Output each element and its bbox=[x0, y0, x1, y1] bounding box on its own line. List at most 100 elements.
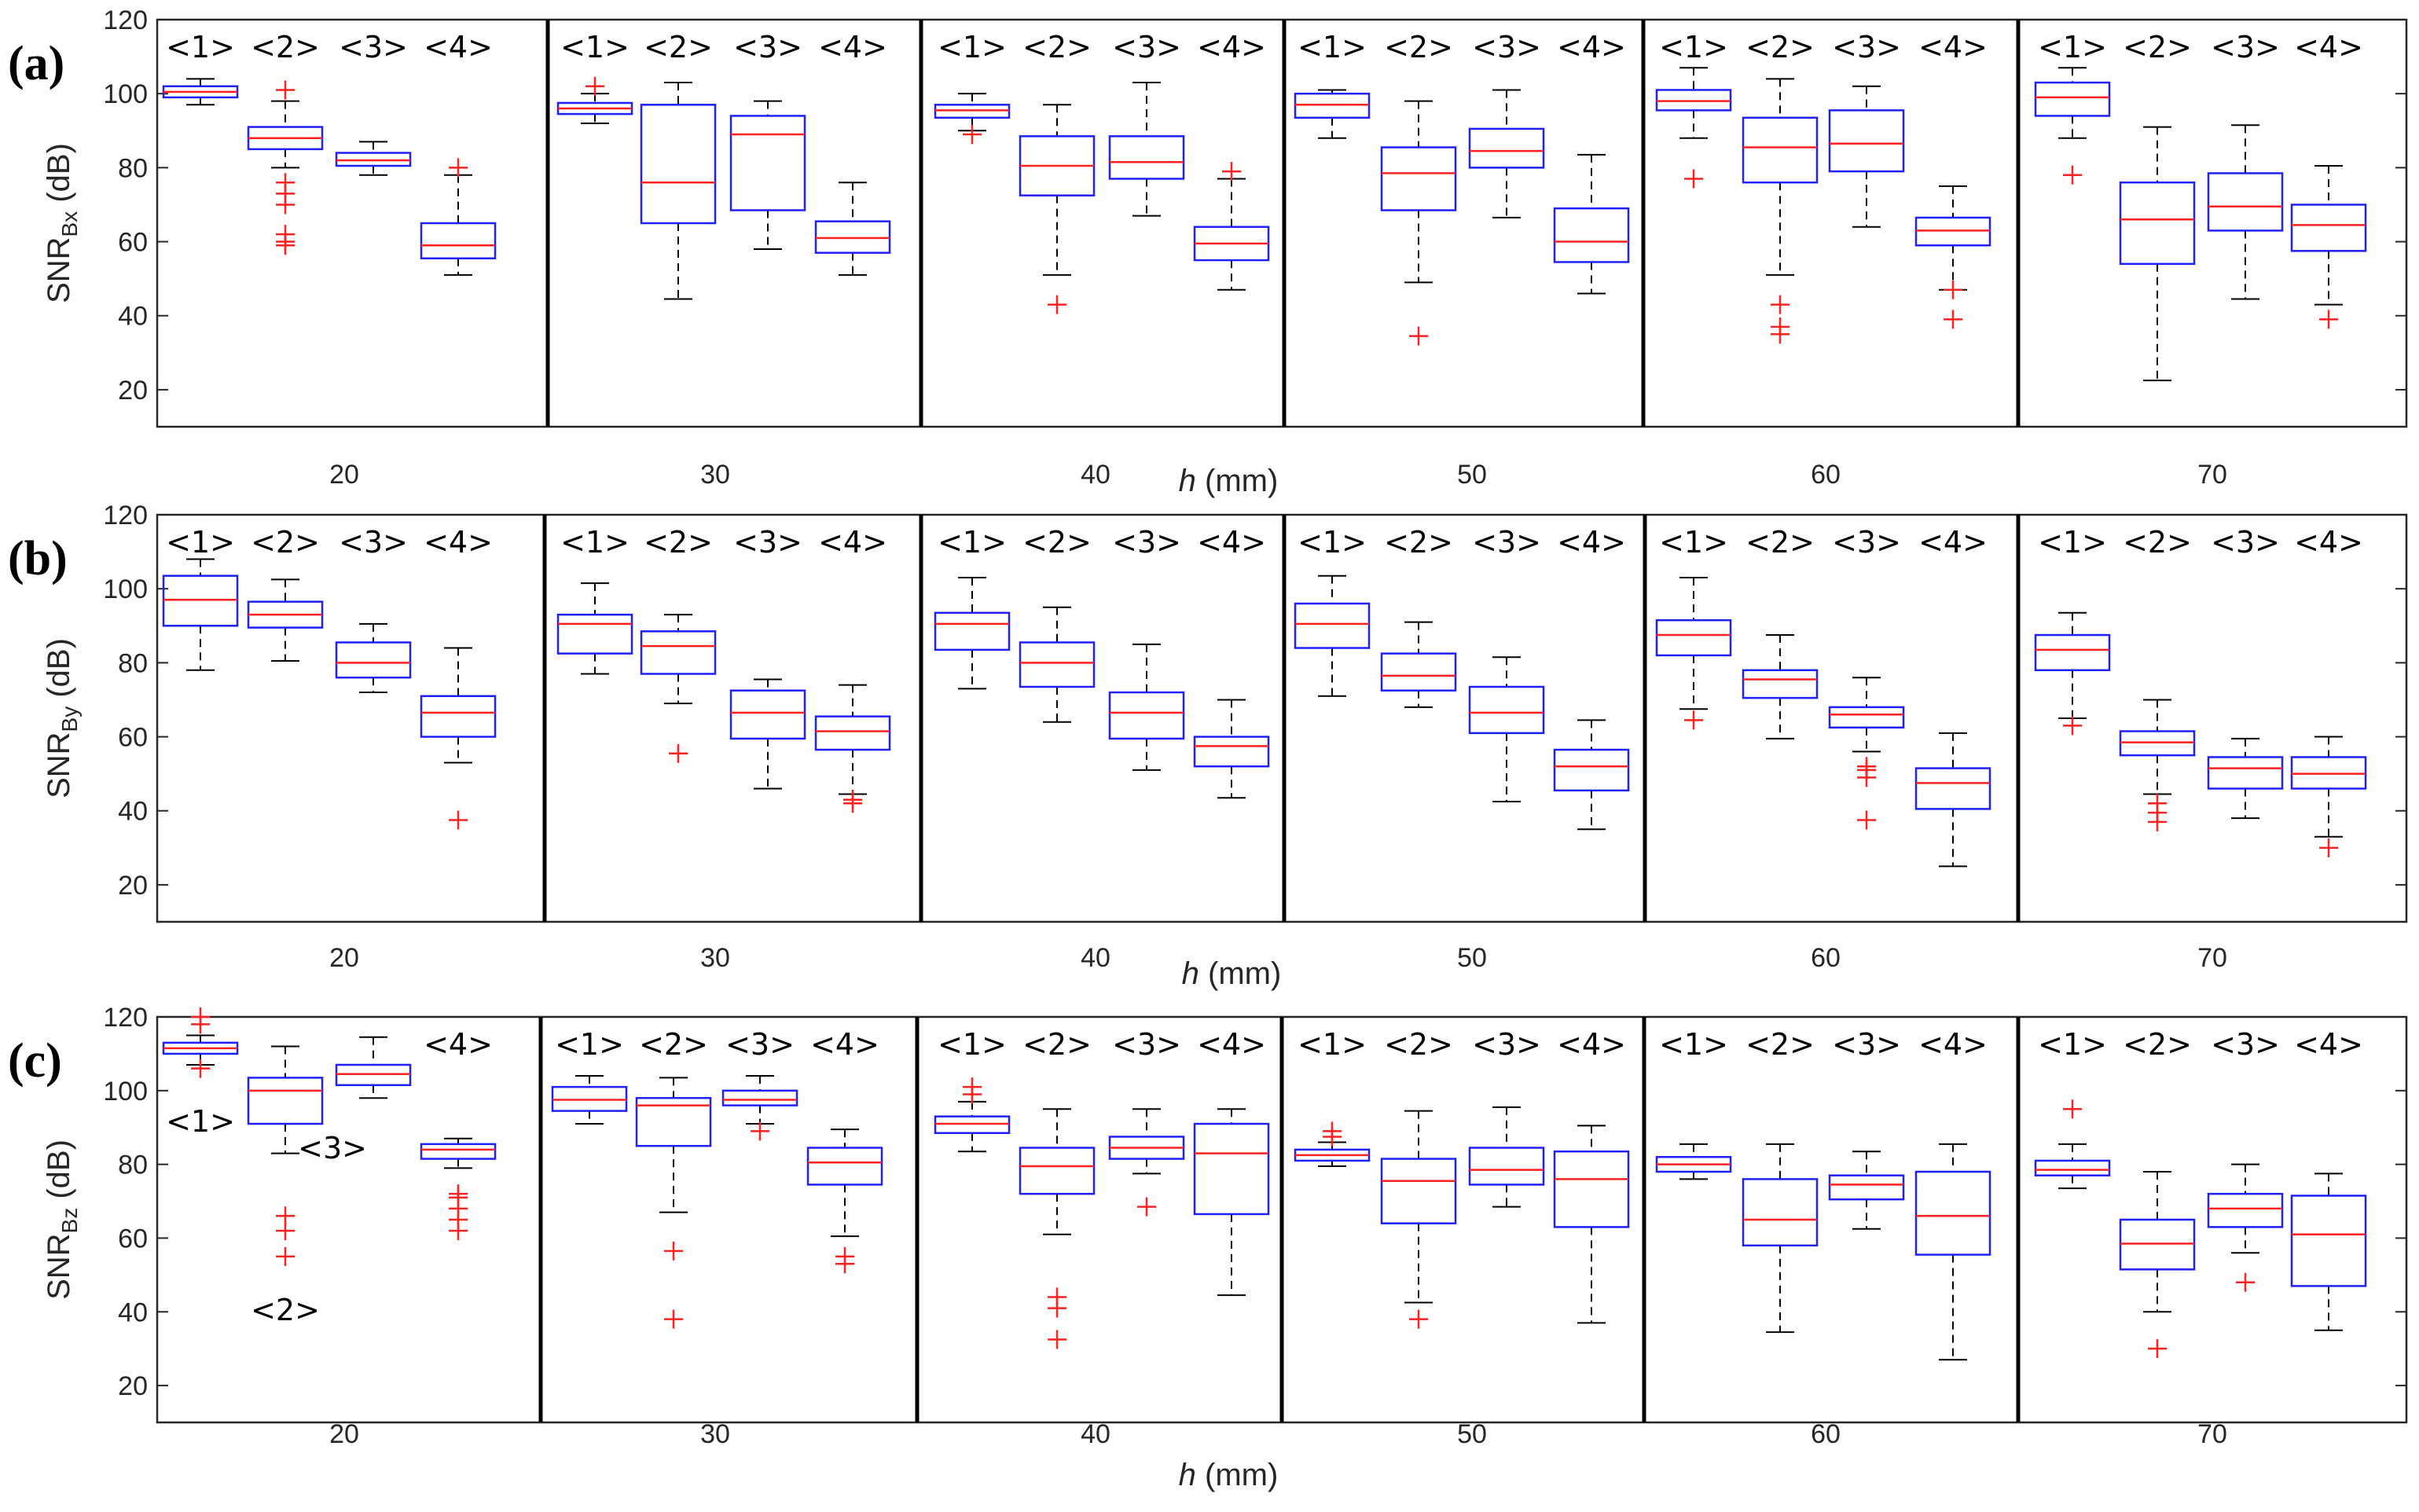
iqr-box bbox=[1828, 1174, 1905, 1201]
method-label: <2> bbox=[1745, 525, 1815, 560]
method-label: <4> bbox=[2294, 1027, 2363, 1062]
method-label: <1> bbox=[166, 525, 235, 560]
outlier-marker bbox=[963, 124, 982, 144]
method-label: <3> bbox=[733, 525, 802, 560]
method-label: <4> bbox=[1197, 30, 1266, 64]
box-h40-m3 bbox=[1108, 82, 1185, 217]
method-label: <2> bbox=[644, 30, 713, 64]
iqr-box bbox=[1742, 669, 1819, 699]
box-h50-m1 bbox=[1294, 89, 1371, 139]
method-label: <3> bbox=[1832, 525, 1901, 560]
method-label: <4> bbox=[1557, 525, 1626, 560]
y-axis-label: SNRBy (dB) bbox=[42, 638, 82, 798]
y-tick-label: 80 bbox=[118, 648, 148, 678]
y-tick-label: 100 bbox=[103, 79, 148, 109]
iqr-box bbox=[640, 630, 717, 675]
x-axis-label-variable: h bbox=[1179, 464, 1196, 498]
box-h20-m2 bbox=[247, 80, 324, 255]
method-label: <1> bbox=[560, 525, 630, 560]
y-tick-label: 40 bbox=[118, 302, 148, 332]
box-h40-m4 bbox=[1193, 699, 1270, 799]
panel-a: 20 40 60 80 100 120 20 30 40 50 60 70 h (mm) SNRBx (d… bbox=[8, 6, 2408, 498]
box-h60-m1 bbox=[1655, 1143, 1732, 1180]
method-label: <3> bbox=[1472, 30, 1541, 64]
box-h50-m2 bbox=[1380, 100, 1457, 346]
iqr-box bbox=[1294, 602, 1371, 649]
box-h60-m1 bbox=[1655, 67, 1732, 189]
method-label: <2> bbox=[644, 525, 713, 560]
method-label: <1> bbox=[1659, 30, 1728, 64]
iqr-box bbox=[1742, 116, 1819, 184]
outlier-marker bbox=[449, 810, 468, 830]
iqr-box bbox=[420, 695, 497, 738]
iqr-box bbox=[1553, 207, 1630, 263]
iqr-box bbox=[635, 1096, 712, 1147]
iqr-box bbox=[1108, 135, 1185, 180]
box-h70-m2 bbox=[2119, 699, 2196, 831]
iqr-box bbox=[2207, 172, 2284, 232]
method-label: <1> bbox=[166, 1104, 235, 1139]
x-category-label: 20 bbox=[329, 1419, 359, 1449]
box-h20-m3 bbox=[335, 1036, 412, 1099]
outlier-marker bbox=[1137, 1197, 1156, 1217]
outlier-marker bbox=[2063, 1099, 2082, 1119]
box-h60-m3 bbox=[1828, 677, 1905, 830]
x-axis-label: h (mm) bbox=[1182, 956, 1282, 991]
box-h30-m4 bbox=[814, 182, 891, 276]
x-axis-label: h (mm) bbox=[1179, 464, 1279, 498]
method-label: <4> bbox=[1918, 1027, 1988, 1062]
x-category-label: 60 bbox=[1811, 460, 1841, 490]
outlier-marker bbox=[751, 1121, 769, 1141]
method-label: <2> bbox=[1384, 525, 1453, 560]
iqr-box bbox=[1828, 109, 1905, 173]
y-tick-label: 60 bbox=[118, 723, 148, 753]
y-axis-label-main: SNR bbox=[42, 1233, 76, 1299]
method-label: <1> bbox=[1298, 525, 1367, 560]
outlier-marker bbox=[1409, 326, 1428, 346]
x-axis-label-variable: h bbox=[1182, 956, 1199, 991]
iqr-box bbox=[2034, 633, 2111, 672]
outlier-marker bbox=[1857, 810, 1876, 830]
method-label: <3> bbox=[733, 30, 802, 64]
iqr-box bbox=[1468, 127, 1545, 169]
method-label: <2> bbox=[251, 1293, 320, 1327]
x-category-label: 60 bbox=[1811, 1419, 1841, 1449]
box-h40-m1 bbox=[934, 93, 1011, 144]
method-label: <3> bbox=[2211, 1027, 2280, 1062]
box-h30-m2 bbox=[640, 82, 717, 300]
box-h70-m4 bbox=[2290, 736, 2367, 857]
method-label: <4> bbox=[424, 1027, 493, 1062]
iqr-box bbox=[1914, 767, 1991, 810]
outlier-marker bbox=[2319, 838, 2338, 857]
box-h20-m2 bbox=[247, 1045, 324, 1266]
box-h70-m1 bbox=[2034, 1099, 2111, 1190]
method-label: <2> bbox=[1022, 30, 1092, 64]
method-label: <4> bbox=[2294, 525, 2363, 560]
method-label: <3> bbox=[1112, 525, 1181, 560]
outlier-marker bbox=[276, 1221, 295, 1241]
box-h60-m4 bbox=[1914, 732, 1991, 868]
box-h20-m4 bbox=[420, 1137, 497, 1241]
method-label: <4> bbox=[1918, 30, 1988, 64]
outlier-marker bbox=[1684, 710, 1703, 730]
x-category-label: 50 bbox=[1457, 460, 1487, 490]
iqr-box bbox=[335, 641, 412, 679]
iqr-box bbox=[640, 104, 717, 225]
box-h30-m3 bbox=[729, 678, 806, 790]
method-label: <2> bbox=[1022, 525, 1092, 560]
x-category-label: 20 bbox=[329, 460, 359, 490]
box-h50-m3 bbox=[1468, 1106, 1545, 1208]
iqr-box bbox=[729, 689, 806, 740]
y-axis-label: SNRBx (dB) bbox=[42, 143, 82, 303]
iqr-box bbox=[556, 613, 633, 655]
y-axis-label-main: SNR bbox=[42, 237, 76, 303]
method-label: <3> bbox=[298, 1131, 367, 1165]
y-tick-label: 120 bbox=[103, 6, 148, 35]
iqr-box bbox=[420, 222, 497, 259]
method-label: <4> bbox=[2294, 30, 2363, 64]
method-label: <4> bbox=[1918, 525, 1988, 560]
outlier-marker bbox=[2319, 310, 2338, 329]
iqr-box bbox=[2207, 756, 2284, 790]
outlier-marker bbox=[2148, 1339, 2167, 1359]
method-label: <4> bbox=[1557, 30, 1626, 64]
